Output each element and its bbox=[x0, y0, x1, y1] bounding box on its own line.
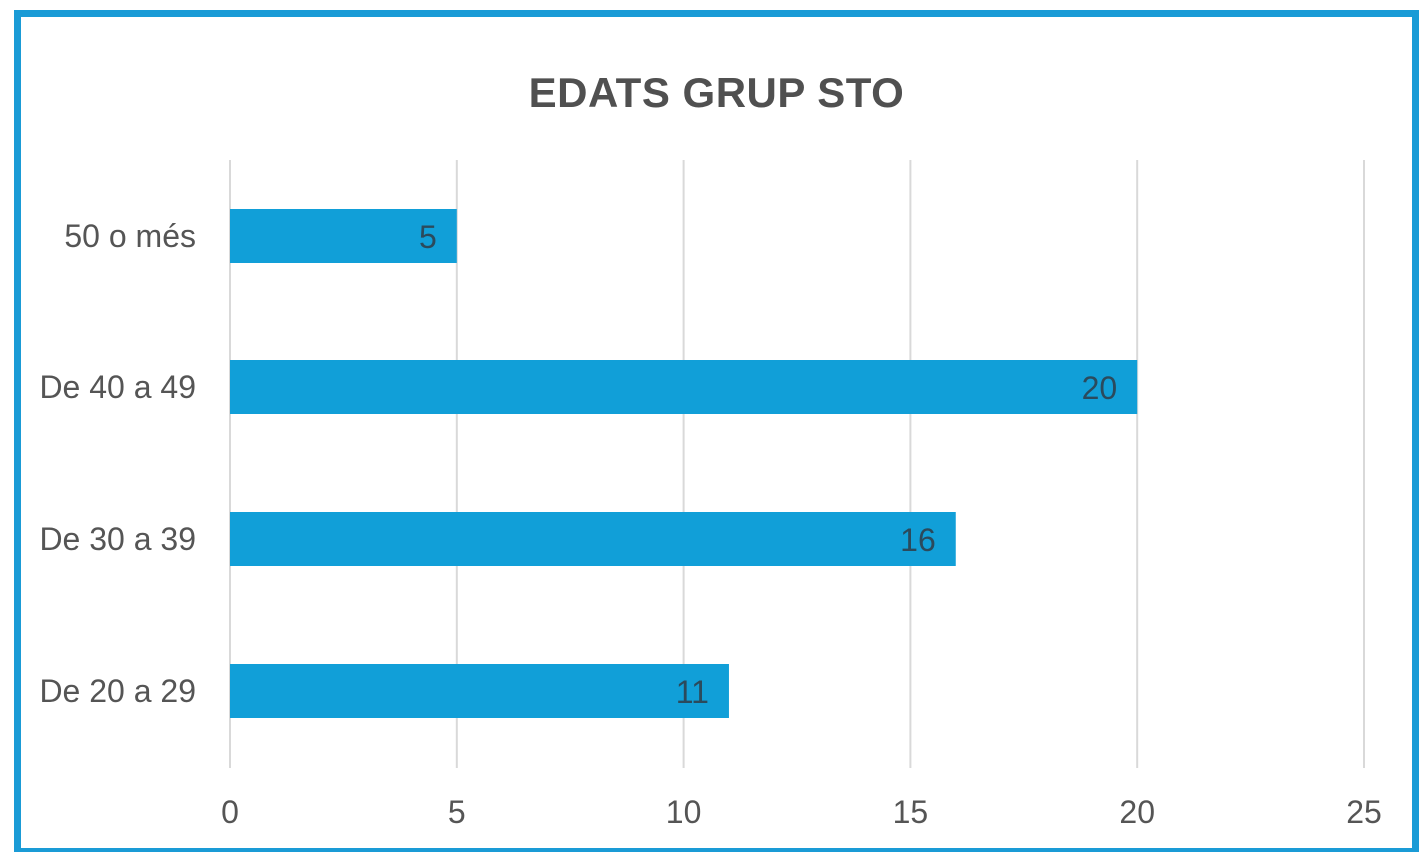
x-tick-label: 15 bbox=[893, 794, 929, 830]
category-label: De 20 a 29 bbox=[39, 673, 196, 709]
x-tick-label: 0 bbox=[221, 794, 239, 830]
data-label: 16 bbox=[900, 522, 936, 558]
category-label: De 40 a 49 bbox=[39, 369, 196, 405]
x-tick-label: 20 bbox=[1119, 794, 1155, 830]
bar bbox=[230, 512, 956, 566]
category-label: 50 o més bbox=[64, 218, 196, 254]
labels: 0 5 10 15 20 25 5 50 o més 20 De 40 a 49 16 De 30 a… bbox=[39, 218, 1381, 830]
bar bbox=[230, 664, 729, 718]
x-tick-label: 25 bbox=[1346, 794, 1382, 830]
chart-title: EDATS GRUP STO bbox=[528, 69, 905, 116]
data-label: 11 bbox=[676, 674, 709, 710]
x-tick-label: 5 bbox=[448, 794, 466, 830]
bars bbox=[230, 209, 1138, 718]
category-label: De 30 a 39 bbox=[39, 521, 196, 557]
x-tick-label: 10 bbox=[666, 794, 702, 830]
data-label: 20 bbox=[1082, 370, 1118, 406]
bar bbox=[230, 209, 457, 263]
bar bbox=[230, 360, 1138, 414]
data-label: 5 bbox=[419, 219, 437, 255]
